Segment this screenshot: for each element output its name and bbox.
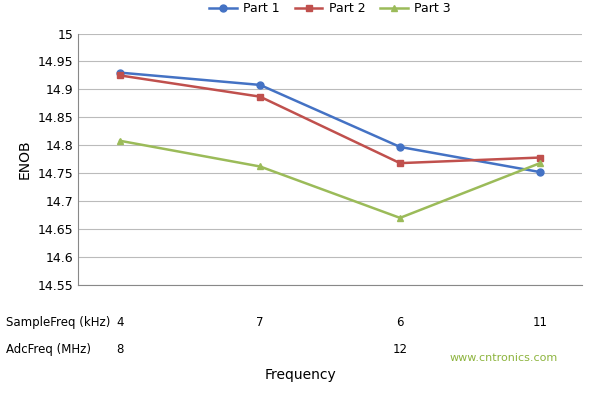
- Part 1: [256, 83, 263, 88]
- Part 3: [536, 160, 544, 166]
- Part 3: [116, 138, 124, 143]
- Part 1: [116, 70, 124, 75]
- Text: SampleFreq (kHz): SampleFreq (kHz): [6, 316, 110, 329]
- Line: Part 2: Part 2: [116, 72, 544, 167]
- Text: 7: 7: [256, 316, 264, 329]
- Line: Part 1: Part 1: [116, 69, 544, 176]
- Line: Part 3: Part 3: [116, 137, 544, 221]
- Part 3: [256, 164, 263, 169]
- Part 3: [397, 215, 404, 220]
- Text: Frequency: Frequency: [264, 368, 336, 382]
- Text: www.cntronics.com: www.cntronics.com: [450, 353, 558, 363]
- Y-axis label: ENOB: ENOB: [18, 140, 32, 179]
- Part 1: [397, 145, 404, 150]
- Text: 12: 12: [392, 343, 407, 357]
- Text: 11: 11: [533, 316, 548, 329]
- Text: AdcFreq (MHz): AdcFreq (MHz): [6, 343, 91, 357]
- Text: 6: 6: [396, 316, 404, 329]
- Text: 4: 4: [116, 316, 124, 329]
- Text: 8: 8: [116, 343, 124, 357]
- Legend: Part 1, Part 2, Part 3: Part 1, Part 2, Part 3: [205, 0, 455, 20]
- Part 2: [397, 160, 404, 166]
- Part 1: [536, 170, 544, 175]
- Part 2: [256, 94, 263, 99]
- Part 2: [536, 155, 544, 160]
- Part 2: [116, 73, 124, 78]
